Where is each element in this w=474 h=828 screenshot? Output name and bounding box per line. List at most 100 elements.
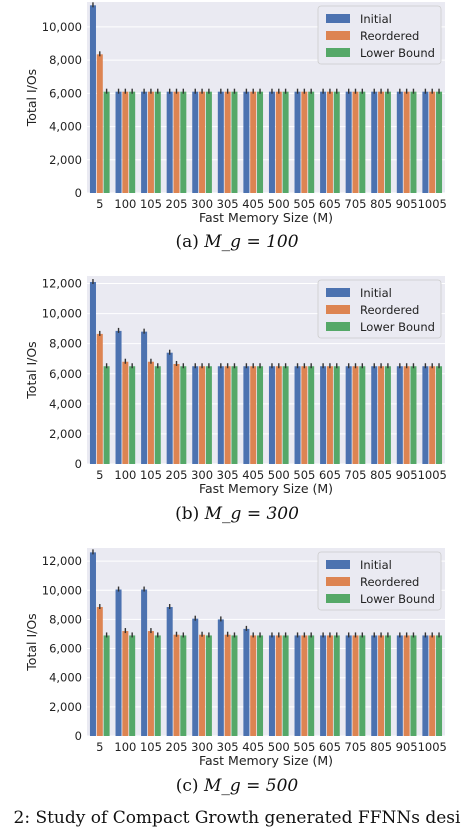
chart-b: 0 2,000 4,000 6,000 8,000 10,000 12,000 5 100 105… (24, 276, 447, 496)
bar-reordered (224, 91, 231, 193)
x-tick-label: 905 (396, 197, 418, 211)
bar-initial (320, 635, 327, 736)
y-tick-label: 8,000 (49, 53, 82, 67)
bar-initial (268, 366, 275, 464)
bar-reordered (429, 635, 436, 736)
bar-reordered (275, 91, 282, 193)
bar-reordered (378, 635, 385, 736)
bar-reordered (275, 366, 282, 464)
bar-initial (115, 589, 122, 736)
bar-lower-bound (436, 91, 443, 193)
x-axis-label: Fast Memory Size (M) (199, 481, 333, 496)
bar-initial (141, 331, 148, 464)
bar-initial (166, 91, 173, 193)
x-tick-label: 300 (191, 468, 213, 482)
legend-swatch-reordered (326, 305, 350, 314)
bar-initial (243, 628, 250, 736)
y-tick-label: 10,000 (42, 20, 82, 34)
x-tick-label: 805 (370, 468, 392, 482)
x-axis-label: Fast Memory Size (M) (199, 210, 333, 225)
legend-swatch-lower-bound (326, 594, 350, 603)
bar-reordered (199, 91, 206, 193)
x-tick-label: 305 (217, 197, 239, 211)
x-tick-label: 705 (345, 740, 367, 754)
x-tick-label: 505 (293, 468, 315, 482)
x-tick-label: 1005 (418, 197, 447, 211)
bar-initial (268, 91, 275, 193)
bar-lower-bound (103, 91, 110, 193)
y-tick-label: 0 (75, 729, 82, 743)
y-tick-label: 0 (75, 186, 82, 200)
legend-label-lower-bound: Lower Bound (360, 320, 435, 334)
legend-swatch-initial (326, 14, 350, 23)
y-tick-label: 4,000 (49, 671, 82, 685)
y-tick-label: 10,000 (42, 307, 82, 321)
x-tick-label: 500 (268, 740, 290, 754)
bar-lower-bound (231, 635, 238, 736)
bar-initial (268, 635, 275, 736)
caption-b: (b) M_g = 300 (175, 504, 299, 524)
y-axis-label: Total I/Os (24, 613, 39, 671)
x-tick-label: 100 (114, 468, 136, 482)
x-tick-label: 905 (396, 468, 418, 482)
caption-c-math: M_g = 500 (203, 776, 299, 796)
bar-reordered (352, 91, 359, 193)
bar-reordered (378, 366, 385, 464)
bar-reordered (147, 631, 154, 736)
bar-reordered (147, 91, 154, 193)
x-tick-label: 505 (293, 740, 315, 754)
x-tick-label: 300 (191, 740, 213, 754)
bar-reordered (96, 54, 103, 194)
bar-initial (371, 635, 378, 736)
bar-lower-bound (257, 91, 264, 193)
bar-reordered (147, 361, 154, 464)
y-tick-label: 6,000 (49, 367, 82, 381)
x-tick-label: 605 (319, 197, 341, 211)
bar-reordered (301, 635, 308, 736)
bar-initial (192, 366, 199, 464)
bar-initial (422, 366, 429, 464)
bar-lower-bound (410, 635, 417, 736)
bar-lower-bound (282, 366, 289, 464)
bar-reordered (173, 634, 180, 736)
caption-c: (c) M_g = 500 (175, 776, 299, 796)
x-tick-label: 5 (96, 740, 103, 754)
bar-lower-bound (410, 366, 417, 464)
bar-initial (89, 552, 96, 736)
bar-initial (243, 366, 250, 464)
x-tick-label: 1005 (418, 468, 447, 482)
bar-lower-bound (308, 91, 315, 193)
bar-initial (115, 91, 122, 193)
bar-lower-bound (180, 635, 187, 736)
bar-lower-bound (436, 635, 443, 736)
bar-initial (89, 282, 96, 464)
chart-a: 0 2,000 4,000 6,000 8,000 10,000 5 100 105 205 300… (24, 2, 447, 225)
bar-reordered (199, 634, 206, 736)
y-tick-label: 10,000 (42, 583, 82, 597)
bar-lower-bound (384, 91, 391, 193)
bar-initial (217, 619, 224, 736)
bar-initial (141, 91, 148, 193)
bar-reordered (429, 366, 436, 464)
x-tick-label: 705 (345, 197, 367, 211)
bar-initial (166, 607, 173, 736)
x-tick-label: 405 (242, 468, 264, 482)
bar-initial (422, 91, 429, 193)
x-tick-label: 1005 (418, 740, 447, 754)
y-tick-label: 8,000 (49, 612, 82, 626)
bar-lower-bound (257, 635, 264, 736)
bar-lower-bound (103, 366, 110, 464)
legend-label-initial: Initial (360, 558, 392, 572)
x-tick-label: 505 (293, 197, 315, 211)
bar-reordered (403, 91, 410, 193)
bar-reordered (429, 91, 436, 193)
bar-reordered (199, 366, 206, 464)
bar-reordered (224, 366, 231, 464)
y-tick-label: 2,000 (49, 700, 82, 714)
y-axis-label: Total I/Os (24, 341, 39, 399)
bar-reordered (326, 91, 333, 193)
bar-initial (192, 91, 199, 193)
x-tick-label: 205 (166, 468, 188, 482)
x-tick-label: 500 (268, 468, 290, 482)
